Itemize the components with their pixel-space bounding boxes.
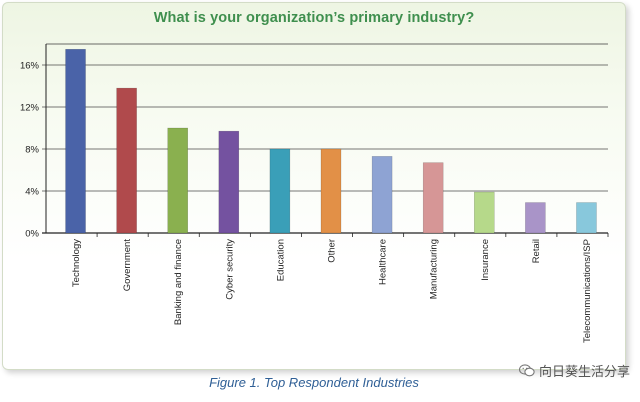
bar: [474, 191, 495, 234]
chart-frame: [2, 2, 626, 370]
y-tick-label: 16%: [20, 61, 40, 72]
bar: [167, 127, 188, 234]
bar: [422, 162, 444, 234]
x-tick-label: Manufacturing: [429, 239, 440, 299]
bar: [371, 156, 393, 234]
wechat-icon: [518, 364, 535, 377]
x-tick-label: Healthcare: [378, 239, 389, 285]
x-tick-label: Technology: [71, 239, 82, 287]
bar: [116, 87, 137, 234]
x-axis-labels: Technology Government Banking and finance C…: [71, 239, 593, 343]
bar: [65, 49, 86, 234]
y-tick-label: 0%: [25, 229, 39, 240]
x-tick-label: Other: [327, 239, 338, 263]
bars: [65, 49, 597, 234]
x-tick-label: Retail: [531, 239, 542, 263]
bar: [269, 148, 291, 234]
x-tick-label: Government: [122, 239, 133, 292]
y-axis-ticks: 0% 4% 8% 12% 16%: [20, 61, 40, 240]
y-tick-label: 12%: [20, 103, 40, 114]
x-tick-label: Education: [275, 239, 286, 281]
y-tick-label: 4%: [25, 187, 39, 198]
bar-chart: 0% 4% 8% 12% 16% Technology Government Banking…: [20, 43, 609, 343]
bar: [525, 202, 546, 234]
figure-caption: Figure 1. Top Respondent Industries: [209, 375, 419, 390]
bar: [320, 148, 342, 234]
x-tick-label: Banking and finance: [173, 239, 184, 325]
watermark: 向日葵生活分享: [518, 361, 630, 380]
x-tick-label: Insurance: [480, 239, 491, 281]
watermark-text: 向日葵生活分享: [538, 365, 630, 380]
x-tick-label: Cyber security: [224, 239, 235, 300]
y-tick-label: 8%: [25, 145, 39, 156]
bar: [218, 130, 240, 234]
bar: [576, 202, 597, 234]
x-tick-label: Telecommunications/ISP: [582, 239, 593, 343]
chart-title: What is your organization’s primary indu…: [153, 10, 475, 26]
